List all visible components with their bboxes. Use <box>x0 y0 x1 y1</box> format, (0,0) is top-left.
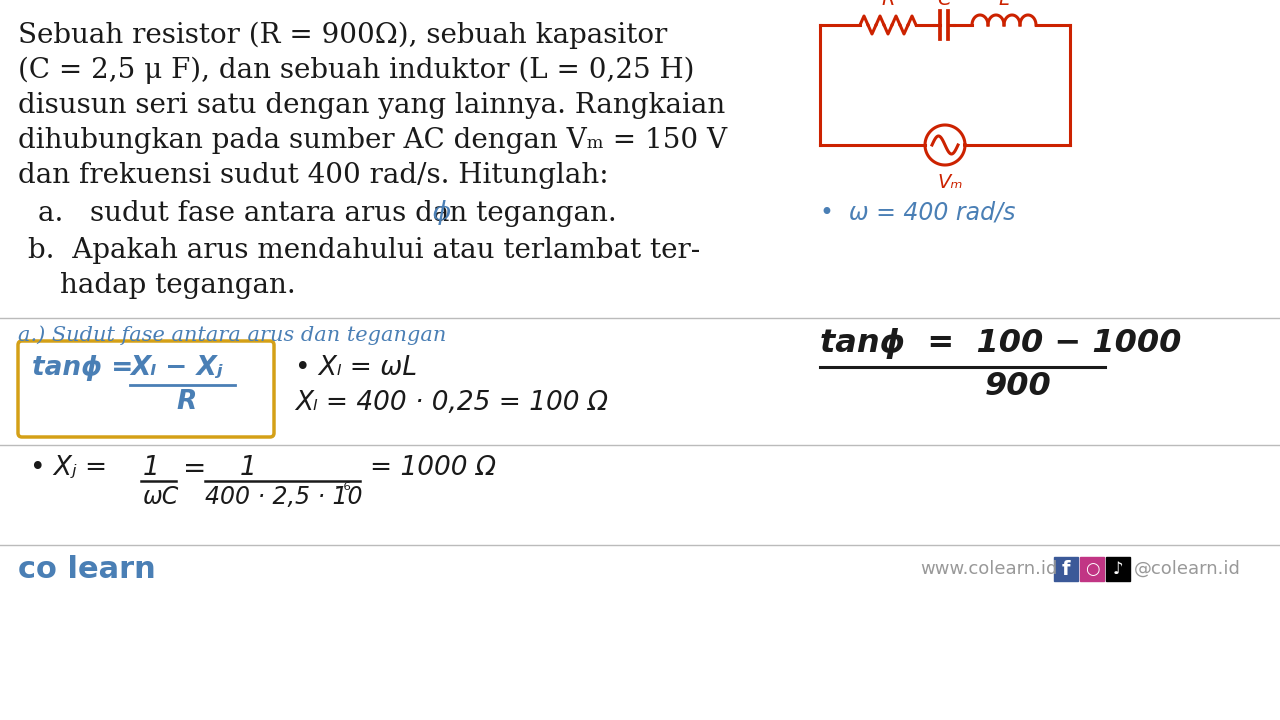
Text: L: L <box>998 0 1010 9</box>
Text: (C = 2,5 μ F), dan sebuah induktor (L = 0,25 H): (C = 2,5 μ F), dan sebuah induktor (L = … <box>18 57 695 84</box>
Text: ○: ○ <box>1084 560 1100 578</box>
Text: Xₗ − Xⱼ: Xₗ − Xⱼ <box>131 355 223 381</box>
Text: co learn: co learn <box>18 555 156 584</box>
Text: a.) Sudut fase antara arus dan tegangan: a.) Sudut fase antara arus dan tegangan <box>18 325 447 345</box>
FancyBboxPatch shape <box>1053 557 1078 581</box>
Text: www.colearn.id: www.colearn.id <box>920 560 1057 578</box>
Text: C: C <box>937 0 951 9</box>
Text: • Xⱼ =: • Xⱼ = <box>29 455 108 481</box>
Text: a.   sudut fase antara arus dan tegangan.: a. sudut fase antara arus dan tegangan. <box>38 200 617 227</box>
FancyBboxPatch shape <box>18 341 274 437</box>
Text: f: f <box>1061 560 1070 579</box>
Text: b.  Apakah arus mendahului atau terlambat ter-: b. Apakah arus mendahului atau terlambat… <box>28 237 700 264</box>
Text: ωC: ωC <box>143 485 179 509</box>
Text: Xₗ = 400 · 0,25 = 100 Ω: Xₗ = 400 · 0,25 = 100 Ω <box>294 390 608 416</box>
Text: =: = <box>183 455 206 483</box>
FancyBboxPatch shape <box>1080 557 1103 581</box>
Text: •  ω = 400 rad/s: • ω = 400 rad/s <box>820 200 1015 224</box>
FancyBboxPatch shape <box>1106 557 1130 581</box>
Text: ϕ: ϕ <box>433 200 451 225</box>
Text: Vₘ: Vₘ <box>937 173 963 192</box>
Text: hadap tegangan.: hadap tegangan. <box>60 272 296 299</box>
Text: 1: 1 <box>143 455 160 481</box>
Text: R: R <box>881 0 895 9</box>
Text: = 1000 Ω: = 1000 Ω <box>370 455 497 481</box>
Text: 900: 900 <box>986 371 1052 402</box>
Text: Sebuah resistor (R = 900Ω), sebuah kapasitor: Sebuah resistor (R = 900Ω), sebuah kapas… <box>18 22 667 50</box>
Text: ♪: ♪ <box>1112 560 1124 578</box>
Text: • Xₗ = ωL: • Xₗ = ωL <box>294 355 417 381</box>
Text: 1: 1 <box>241 455 257 481</box>
Text: ⁻⁶: ⁻⁶ <box>335 482 352 500</box>
Text: disusun seri satu dengan yang lainnya. Rangkaian: disusun seri satu dengan yang lainnya. R… <box>18 92 726 119</box>
Text: dihubungkan pada sumber AC dengan Vₘ = 150 V: dihubungkan pada sumber AC dengan Vₘ = 1… <box>18 127 727 154</box>
Text: tanϕ  =  100 − 1000: tanϕ = 100 − 1000 <box>820 328 1181 359</box>
Text: @colearn.id: @colearn.id <box>1134 560 1240 578</box>
Text: R: R <box>177 389 196 415</box>
Text: 400 · 2,5 · 10: 400 · 2,5 · 10 <box>205 485 362 509</box>
Text: tanϕ =: tanϕ = <box>32 355 142 382</box>
Text: dan frekuensi sudut 400 rad/s. Hitunglah:: dan frekuensi sudut 400 rad/s. Hitunglah… <box>18 162 608 189</box>
